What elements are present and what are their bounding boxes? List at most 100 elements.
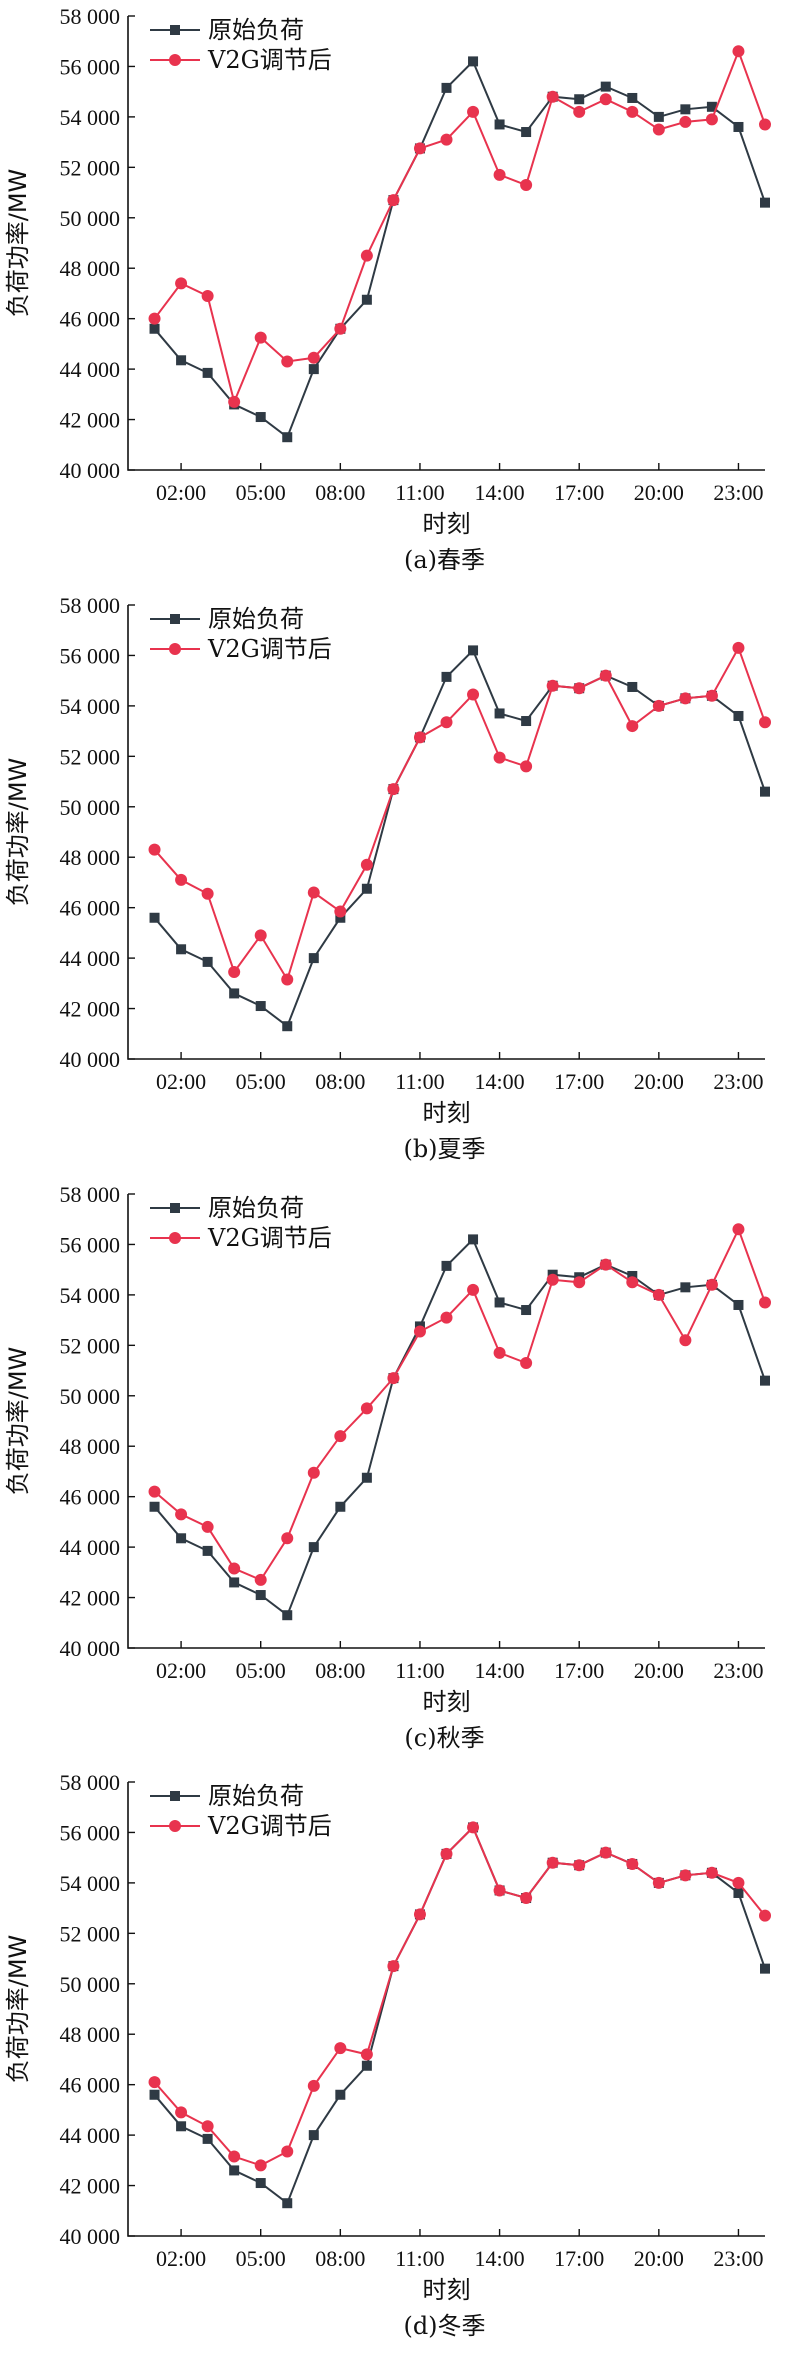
data-point bbox=[652, 123, 665, 136]
data-point bbox=[281, 2145, 294, 2158]
data-point bbox=[574, 94, 585, 105]
data-point bbox=[201, 289, 214, 302]
x-tick-label: 08:00 bbox=[315, 1658, 365, 1683]
data-point bbox=[361, 2061, 372, 2071]
data-point bbox=[254, 2159, 267, 2172]
data-point bbox=[202, 367, 213, 378]
data-point bbox=[705, 1867, 718, 1880]
legend-marker bbox=[170, 1202, 180, 1213]
data-point bbox=[680, 104, 691, 115]
x-tick-label: 02:00 bbox=[156, 480, 206, 505]
y-tick-label: 42 000 bbox=[60, 408, 121, 433]
y-tick-label: 44 000 bbox=[60, 2123, 121, 2148]
data-point bbox=[255, 1000, 266, 1011]
legend-marker bbox=[170, 1791, 180, 1802]
series-original-load bbox=[149, 645, 770, 1031]
data-point bbox=[308, 1541, 319, 1552]
y-tick-label: 54 000 bbox=[60, 1282, 121, 1307]
x-axis-title: 时刻 bbox=[423, 1099, 471, 1127]
legend-label: V2G调节后 bbox=[207, 1812, 332, 1840]
data-point bbox=[307, 351, 320, 364]
data-point bbox=[732, 45, 745, 58]
y-tick-label: 40 000 bbox=[60, 1636, 121, 1661]
data-point bbox=[441, 671, 452, 682]
data-point bbox=[176, 355, 187, 366]
y-axis-title: 负荷功率/MW bbox=[4, 1935, 32, 2084]
chart-caption: (a)春季 bbox=[404, 546, 485, 574]
data-point bbox=[229, 988, 240, 999]
data-point bbox=[521, 127, 532, 138]
series-line bbox=[153, 59, 766, 439]
data-point bbox=[760, 1375, 770, 1386]
y-tick-label: 46 000 bbox=[60, 895, 121, 920]
data-point bbox=[599, 1846, 612, 1859]
data-point bbox=[334, 1429, 347, 1442]
data-point bbox=[627, 1270, 638, 1281]
data-point bbox=[520, 178, 533, 191]
data-point bbox=[733, 121, 744, 132]
data-point bbox=[546, 1856, 559, 1869]
data-point bbox=[413, 731, 426, 744]
legend-label: 原始负荷 bbox=[208, 1194, 304, 1222]
data-point bbox=[599, 93, 612, 106]
x-tick-label: 02:00 bbox=[156, 2246, 206, 2271]
data-point bbox=[733, 710, 744, 721]
data-point bbox=[148, 1485, 161, 1498]
data-point bbox=[627, 92, 638, 103]
data-point bbox=[573, 1859, 586, 1872]
series-v2g-adjusted bbox=[148, 1821, 771, 2172]
x-tick-label: 17:00 bbox=[554, 480, 604, 505]
data-point bbox=[679, 692, 692, 705]
data-point bbox=[520, 1356, 533, 1369]
series-line bbox=[153, 1226, 766, 1581]
data-point bbox=[334, 322, 347, 335]
x-tick-label: 14:00 bbox=[475, 1658, 525, 1683]
y-tick-label: 50 000 bbox=[60, 1383, 121, 1408]
data-point bbox=[680, 1281, 691, 1292]
data-point bbox=[546, 90, 559, 103]
y-tick-label: 58 000 bbox=[60, 1770, 121, 1795]
data-point bbox=[546, 679, 559, 692]
data-point bbox=[652, 1877, 665, 1890]
data-point bbox=[148, 843, 161, 856]
data-point bbox=[467, 105, 480, 118]
data-point bbox=[705, 1278, 718, 1291]
data-point bbox=[282, 432, 293, 443]
data-point bbox=[334, 905, 347, 918]
series-line bbox=[153, 1237, 766, 1617]
data-point bbox=[493, 1346, 506, 1359]
data-point bbox=[494, 1296, 505, 1307]
x-tick-label: 05:00 bbox=[236, 1658, 286, 1683]
data-point bbox=[627, 681, 638, 692]
data-point bbox=[254, 1573, 267, 1586]
x-tick-label: 20:00 bbox=[634, 2246, 684, 2271]
legend-label: V2G调节后 bbox=[207, 46, 332, 74]
data-point bbox=[679, 115, 692, 128]
data-point bbox=[229, 2165, 240, 2176]
x-tick-label: 14:00 bbox=[475, 1069, 525, 1094]
data-point bbox=[520, 760, 533, 773]
data-point bbox=[228, 2150, 241, 2163]
data-point bbox=[652, 1288, 665, 1301]
data-point bbox=[441, 82, 452, 93]
x-tick-label: 11:00 bbox=[395, 1658, 444, 1683]
data-point bbox=[573, 681, 586, 694]
data-point bbox=[759, 716, 771, 729]
x-tick-label: 14:00 bbox=[475, 2246, 525, 2271]
data-point bbox=[281, 355, 294, 368]
legend-marker bbox=[169, 642, 181, 655]
y-axis-title: 负荷功率/MW bbox=[4, 757, 32, 906]
x-tick-label: 08:00 bbox=[315, 1069, 365, 1094]
y-tick-label: 46 000 bbox=[60, 2073, 121, 2098]
series-line bbox=[153, 645, 766, 982]
data-point bbox=[732, 641, 745, 654]
y-tick-label: 58 000 bbox=[60, 593, 121, 618]
legend-label: 原始负荷 bbox=[208, 1782, 304, 1810]
data-point bbox=[175, 873, 188, 886]
data-point bbox=[733, 1888, 744, 1899]
x-tick-label: 17:00 bbox=[554, 1658, 604, 1683]
legend-label: V2G调节后 bbox=[207, 635, 332, 663]
data-point bbox=[175, 2106, 188, 2119]
y-tick-label: 42 000 bbox=[60, 2174, 121, 2199]
